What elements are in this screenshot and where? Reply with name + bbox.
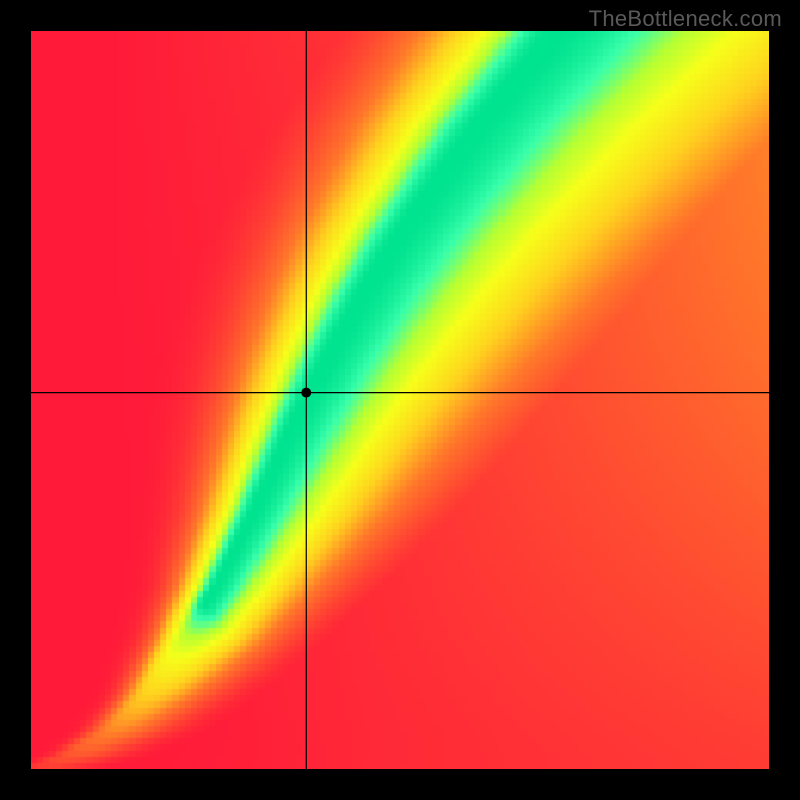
watermark-text: TheBottleneck.com <box>589 6 782 32</box>
chart-container: TheBottleneck.com <box>0 0 800 800</box>
heatmap-plot <box>31 31 769 769</box>
heatmap-canvas <box>31 31 769 769</box>
